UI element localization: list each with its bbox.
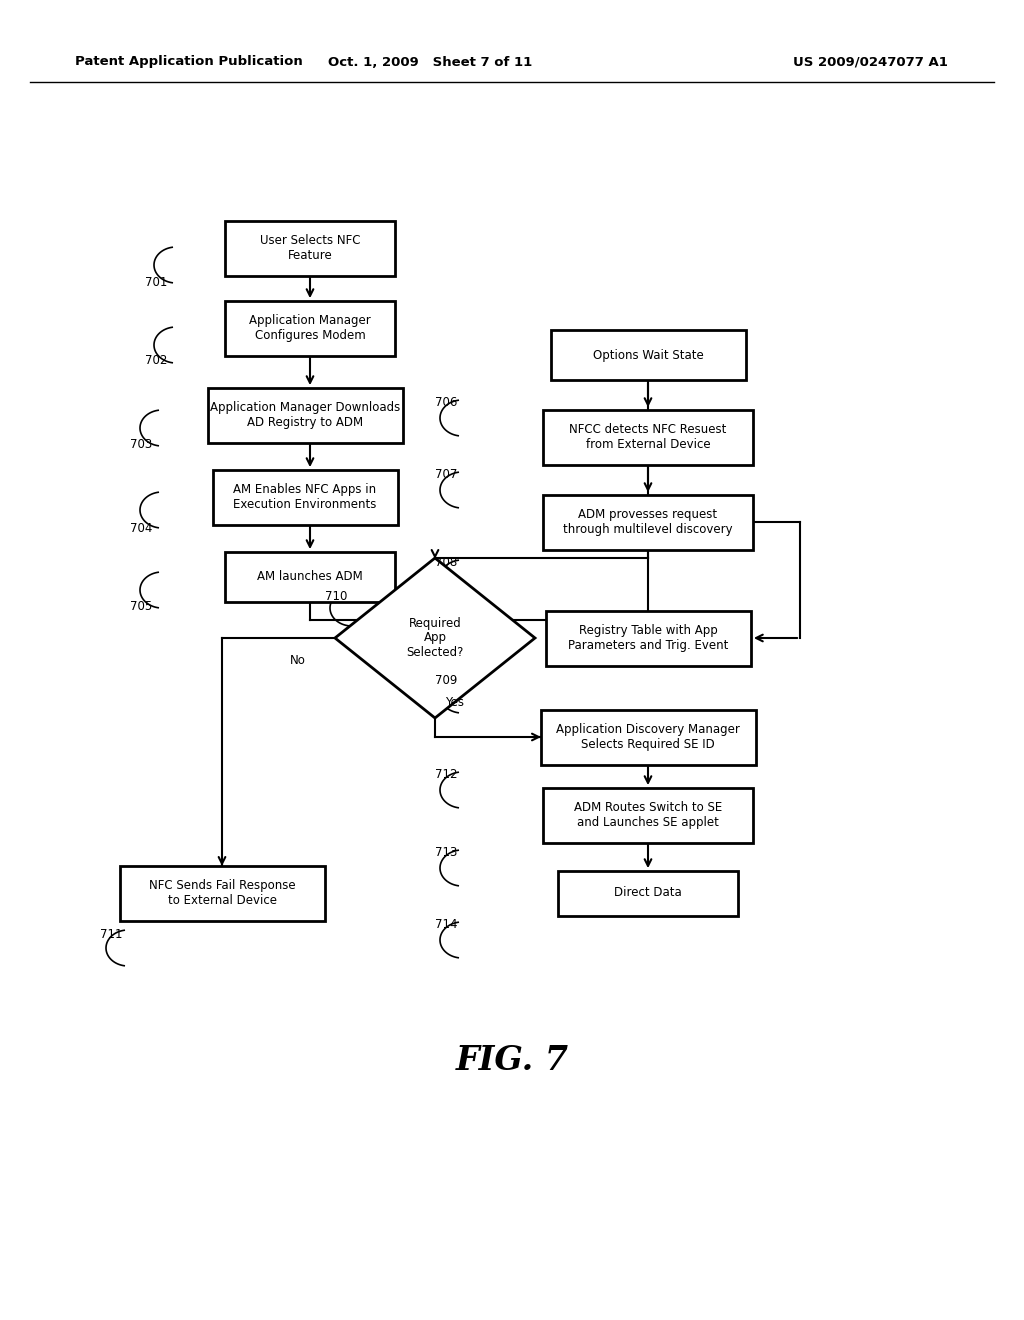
Text: FIG. 7: FIG. 7 (456, 1044, 568, 1077)
Bar (546, 610, 751, 665)
Text: NFC Sends Fail Response
to External Device: NFC Sends Fail Response to External Devi… (148, 879, 295, 907)
Text: Application Manager
Configures Modem: Application Manager Configures Modem (249, 314, 371, 342)
Text: ADM provesses request
through multilevel discovery: ADM provesses request through multilevel… (563, 508, 733, 536)
Text: Yes: Yes (445, 696, 465, 709)
Text: Oct. 1, 2009   Sheet 7 of 11: Oct. 1, 2009 Sheet 7 of 11 (328, 55, 532, 69)
Text: 710: 710 (325, 590, 347, 602)
Text: No: No (290, 653, 306, 667)
Bar (225, 301, 395, 355)
Text: 709: 709 (435, 673, 458, 686)
Text: Registry Table with App
Parameters and Trig. Event: Registry Table with App Parameters and T… (568, 624, 728, 652)
Text: User Selects NFC
Feature: User Selects NFC Feature (260, 234, 360, 261)
Text: Patent Application Publication: Patent Application Publication (75, 55, 303, 69)
Text: 707: 707 (435, 469, 458, 482)
Text: AM Enables NFC Apps in
Execution Environments: AM Enables NFC Apps in Execution Environ… (233, 483, 377, 511)
Text: 702: 702 (145, 354, 167, 367)
Text: 712: 712 (435, 768, 458, 781)
Text: US 2009/0247077 A1: US 2009/0247077 A1 (793, 55, 947, 69)
Polygon shape (335, 558, 535, 718)
Bar (225, 552, 395, 602)
Text: 708: 708 (435, 556, 458, 569)
Text: Application Discovery Manager
Selects Required SE ID: Application Discovery Manager Selects Re… (556, 723, 740, 751)
Bar (543, 495, 753, 549)
Text: AM launches ADM: AM launches ADM (257, 570, 362, 583)
Text: 703: 703 (130, 438, 153, 451)
Text: 704: 704 (130, 521, 153, 535)
Text: Application Manager Downloads
AD Registry to ADM: Application Manager Downloads AD Registr… (210, 401, 400, 429)
Text: NFCC detects NFC Resuest
from External Device: NFCC detects NFC Resuest from External D… (569, 422, 727, 451)
Bar (541, 710, 756, 764)
Text: 713: 713 (435, 846, 458, 859)
Bar (551, 330, 745, 380)
Text: 711: 711 (100, 928, 123, 941)
Text: 705: 705 (130, 601, 153, 614)
Bar (213, 470, 397, 524)
Text: 706: 706 (435, 396, 458, 409)
Text: Direct Data: Direct Data (614, 887, 682, 899)
Bar (225, 220, 395, 276)
Bar (543, 409, 753, 465)
Text: 714: 714 (435, 919, 458, 932)
Text: Required
App
Selected?: Required App Selected? (407, 616, 464, 660)
Bar (120, 866, 325, 920)
Bar (543, 788, 753, 842)
Bar (558, 870, 738, 916)
Text: Options Wait State: Options Wait State (593, 348, 703, 362)
Bar (208, 388, 402, 442)
Text: 701: 701 (145, 276, 167, 289)
Text: ADM Routes Switch to SE
and Launches SE applet: ADM Routes Switch to SE and Launches SE … (573, 801, 722, 829)
